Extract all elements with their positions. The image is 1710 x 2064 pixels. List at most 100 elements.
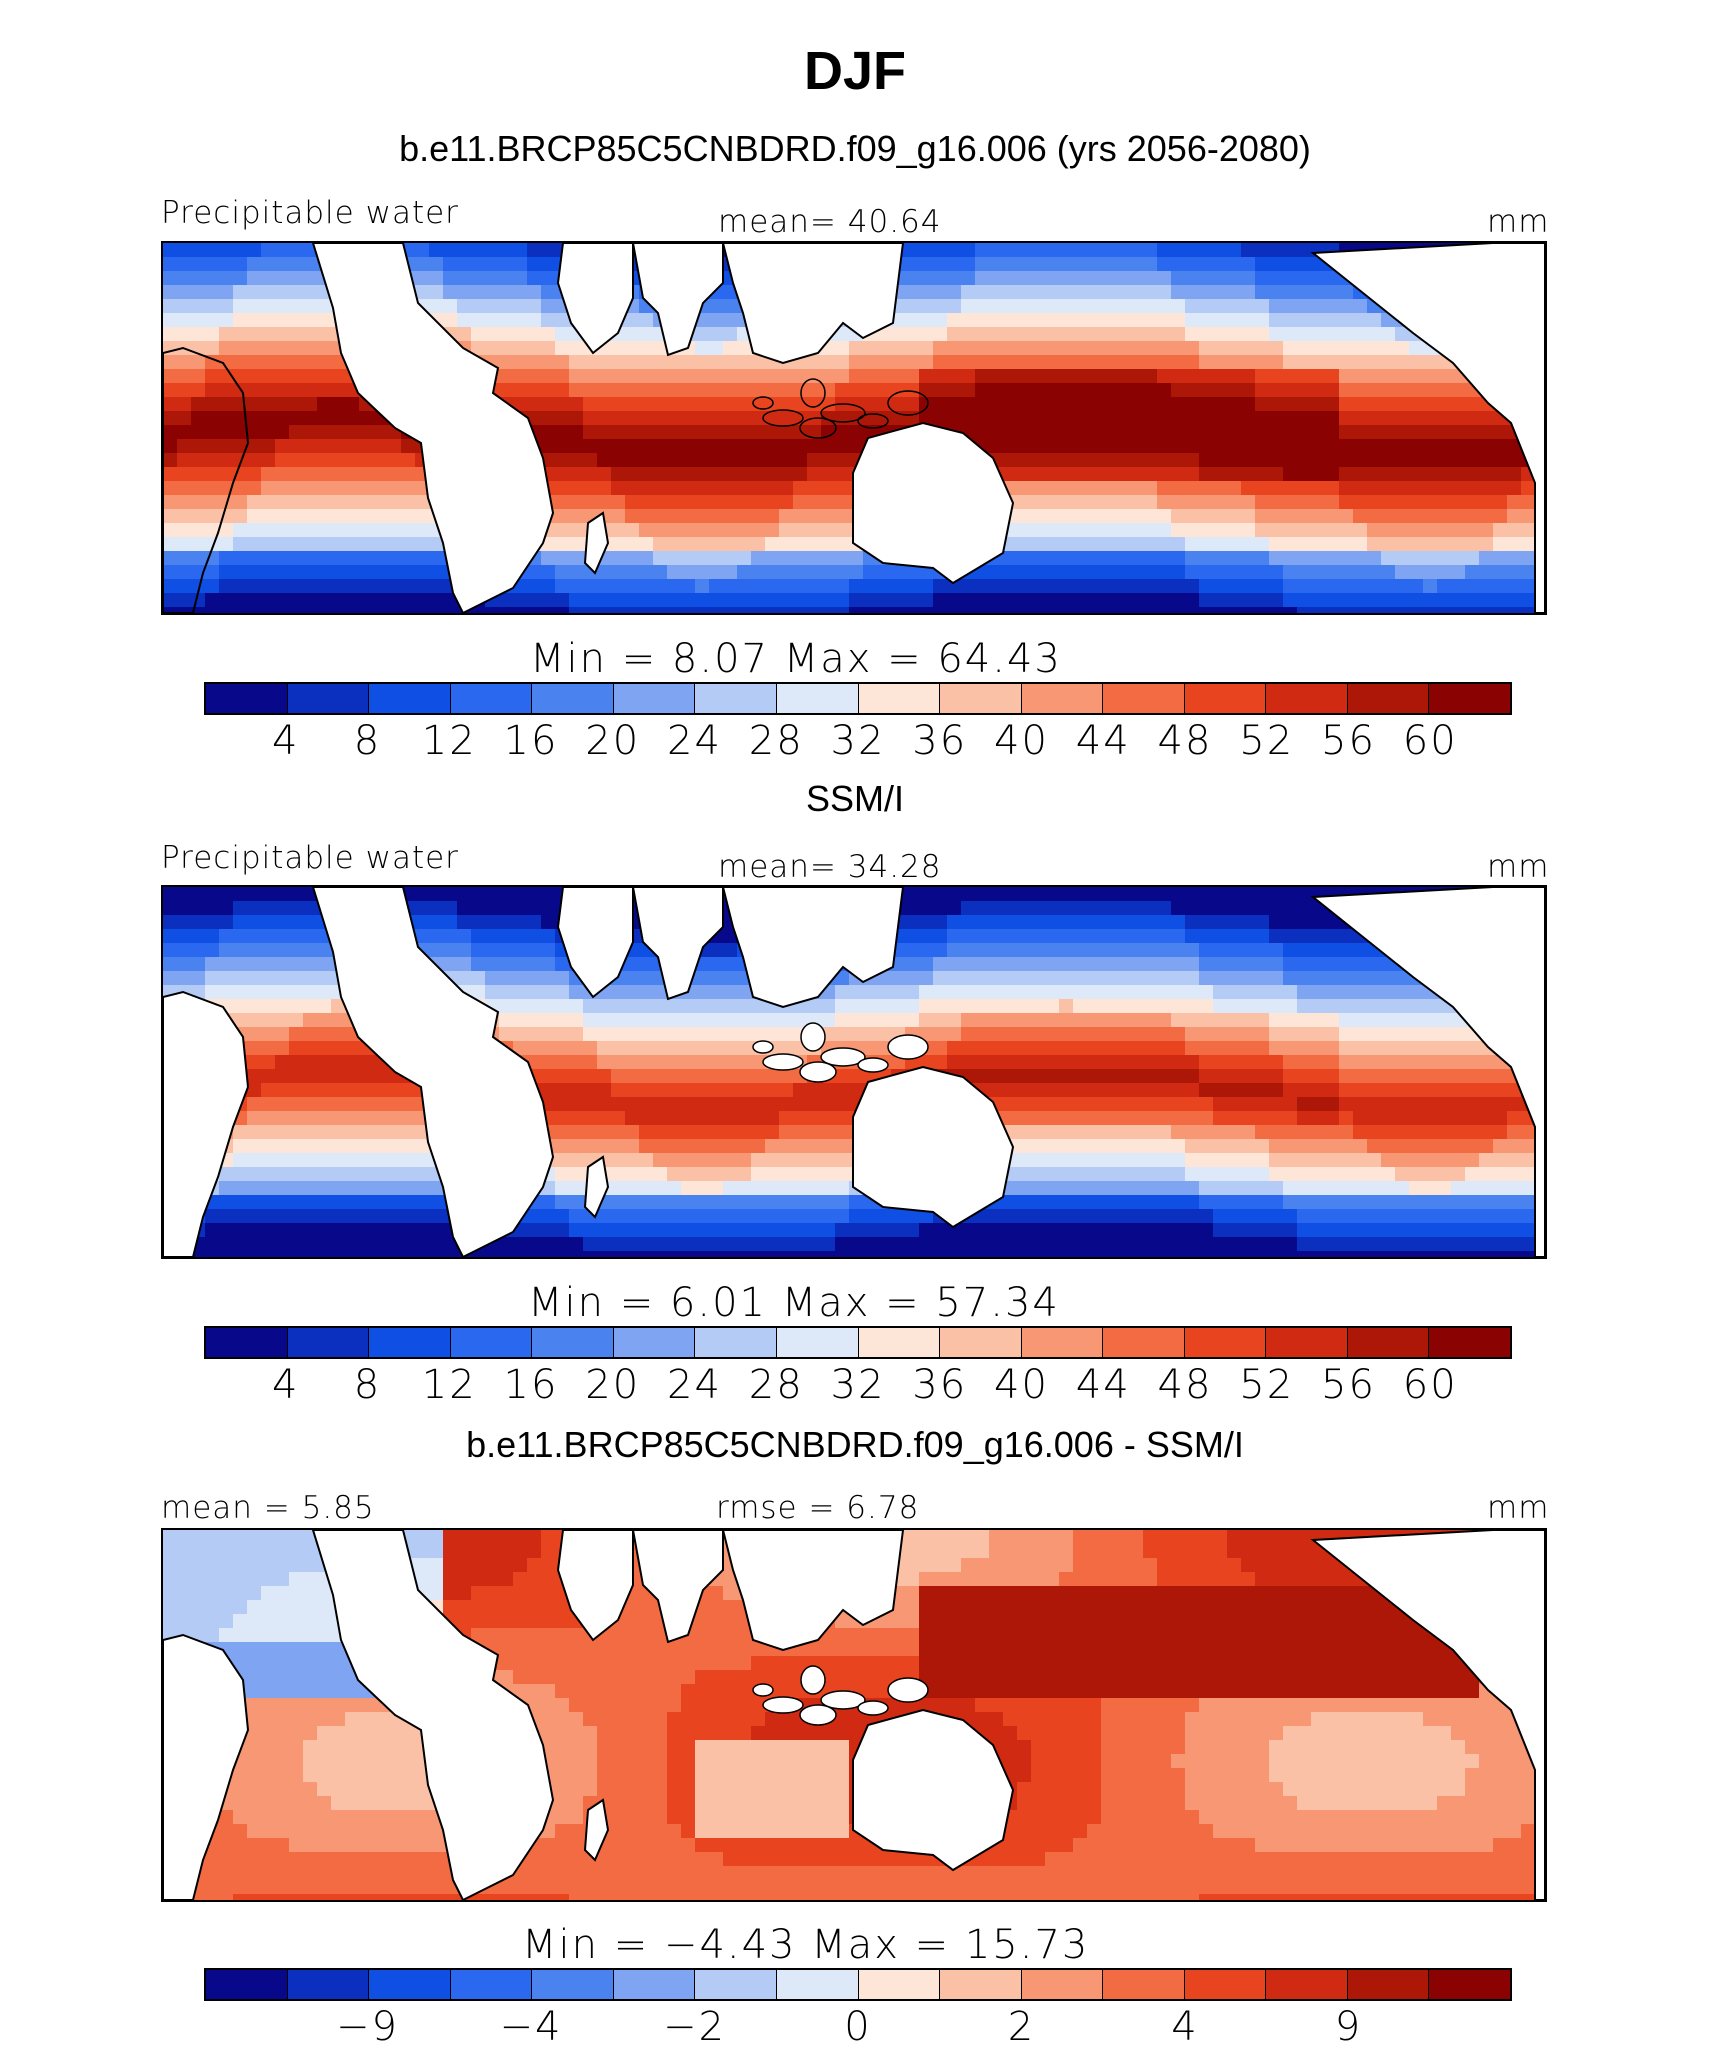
colorbar-tick-label: 48 <box>1157 718 1213 764</box>
island <box>887 390 929 416</box>
panel-1-units-label: mm <box>1487 204 1550 240</box>
colorbar-tick-label: 28 <box>748 718 804 764</box>
colorbar-swatch <box>1429 1970 1510 1999</box>
panel-3-map <box>161 1528 1547 1902</box>
colorbar-tick-label: −9 <box>336 2004 399 2050</box>
colorbar-swatch <box>695 684 777 713</box>
colorbar-swatch <box>776 1328 859 1357</box>
colorbar-swatch <box>450 1328 533 1357</box>
colorbar-tick-label: 44 <box>1075 1362 1131 1408</box>
colorbar-swatch <box>450 1970 533 1999</box>
colorbar-swatch <box>858 684 941 713</box>
panel-2-variable-label: Precipitable water <box>161 840 459 876</box>
colorbar-tick-label: 60 <box>1402 718 1458 764</box>
panel-1-variable-label: Precipitable water <box>161 195 459 231</box>
colorbar-swatch <box>776 1970 859 1999</box>
island <box>800 378 826 408</box>
colorbar-swatch <box>1184 1328 1267 1357</box>
colorbar-swatch <box>1103 1970 1185 1999</box>
panel-1-colorbar <box>204 682 1512 715</box>
colorbar-tick-label: 40 <box>994 718 1049 764</box>
colorbar-tick-label: 4 <box>272 1362 300 1408</box>
panel-2-colorbar-ticks: 4 8 12 16 20 24 28 32 36 40 44 48 52 56 60 <box>204 1362 1512 1412</box>
land-south-america <box>163 346 250 613</box>
land-asia_se <box>721 887 905 1009</box>
land-australia <box>852 1065 1015 1229</box>
colorbar-swatch <box>206 1328 288 1357</box>
panel-2-map <box>161 885 1547 1259</box>
colorbar-swatch <box>1103 1328 1185 1357</box>
colorbar-swatch <box>695 1328 777 1357</box>
colorbar-tick-label: 4 <box>272 718 300 764</box>
colorbar-swatch <box>940 684 1022 713</box>
colorbar-tick-label: 24 <box>667 1362 722 1408</box>
land-arabia <box>556 243 634 355</box>
figure-title: DJF <box>803 41 906 101</box>
island <box>799 1061 837 1083</box>
panel-1-mean-label: mean= 40.64 <box>718 204 942 240</box>
colorbar-swatch <box>613 1970 696 1999</box>
colorbar-tick-label: 52 <box>1239 718 1295 764</box>
colorbar-swatch <box>206 684 288 713</box>
island <box>752 1040 774 1054</box>
colorbar-swatch <box>1347 684 1430 713</box>
island <box>799 1704 837 1726</box>
panel-2-units-label: mm <box>1487 849 1550 885</box>
colorbar-swatch <box>1021 1970 1104 1999</box>
island <box>799 417 837 439</box>
land-americas <box>1310 887 1545 1257</box>
island <box>762 1053 804 1071</box>
colorbar-swatch <box>613 684 696 713</box>
land-madagascar <box>583 1155 610 1219</box>
colorbar-swatch <box>776 684 859 713</box>
panel-2-mean-label: mean= 34.28 <box>718 849 942 885</box>
colorbar-tick-label: 0 <box>844 2004 872 2050</box>
colorbar-tick-label: 56 <box>1321 718 1376 764</box>
colorbar-tick-label: 40 <box>994 1362 1049 1408</box>
colorbar-swatch <box>1266 1970 1348 1999</box>
colorbar-swatch <box>1184 1970 1267 1999</box>
land-madagascar <box>583 1798 610 1862</box>
colorbar-swatch <box>613 1328 696 1357</box>
colorbar-tick-label: 56 <box>1321 1362 1376 1408</box>
land-south-america <box>163 990 250 1257</box>
colorbar-tick-label: 12 <box>421 1362 477 1408</box>
colorbar-tick-label: 44 <box>1075 718 1131 764</box>
island <box>752 396 774 410</box>
panel-3-title: b.e11.BRCP85C5CNBDRD.f09_g16.006 - SSM/I <box>466 1424 1244 1465</box>
colorbar-swatch <box>1347 1328 1430 1357</box>
colorbar-swatch <box>1347 1970 1430 1999</box>
colorbar-tick-label: 28 <box>748 1362 804 1408</box>
colorbar-swatch <box>532 1328 614 1357</box>
island <box>762 409 804 427</box>
colorbar-swatch <box>532 1970 614 1999</box>
colorbar-tick-label: 60 <box>1402 1362 1458 1408</box>
colorbar-tick-label: 12 <box>421 718 477 764</box>
colorbar-swatch <box>1184 684 1267 713</box>
land-asia_se <box>721 1530 905 1652</box>
colorbar-tick-label: 36 <box>912 1362 968 1408</box>
panel-3-units-label: mm <box>1487 1490 1550 1526</box>
colorbar-swatch <box>1266 1328 1348 1357</box>
colorbar-tick-label: 20 <box>585 1362 641 1408</box>
colorbar-tick-label: 20 <box>585 718 641 764</box>
colorbar-swatch <box>1429 684 1510 713</box>
colorbar-swatch <box>1266 684 1348 713</box>
panel-1-colorbar-ticks: 4 8 12 16 20 24 28 32 36 40 44 48 52 56 60 <box>204 718 1512 768</box>
island <box>820 403 866 423</box>
colorbar-tick-label: 24 <box>667 718 722 764</box>
island <box>857 1700 889 1716</box>
colorbar-tick-label: −4 <box>499 2004 563 2050</box>
colorbar-tick-label: 9 <box>1334 2004 1363 2050</box>
colorbar-swatch <box>858 1970 941 1999</box>
island <box>857 1057 889 1073</box>
island <box>820 1690 866 1710</box>
panel-1-min-max: Min = 8.07 Max = 64.43 <box>530 636 1062 682</box>
colorbar-tick-label: 32 <box>830 1362 886 1408</box>
colorbar-swatch <box>532 684 614 713</box>
land-india <box>631 887 724 1001</box>
land-africa <box>311 1530 555 1900</box>
land-americas <box>1310 1530 1545 1900</box>
panel-2-title: SSM/I <box>805 778 904 819</box>
island <box>857 413 889 429</box>
